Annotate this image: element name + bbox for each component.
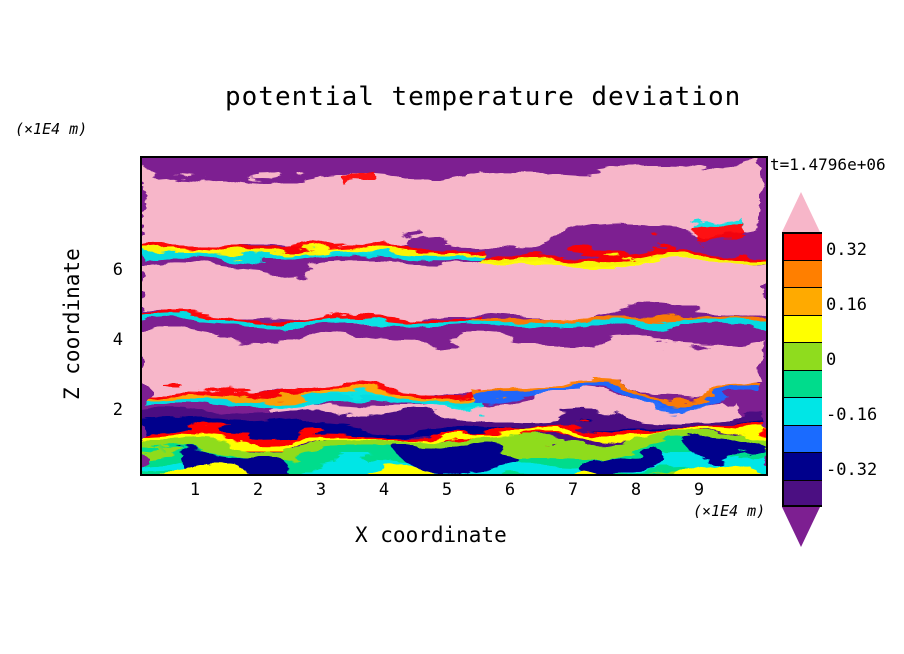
colorbar-label-0: 0 [826, 350, 836, 370]
colorbar-bottom-triangle [782, 507, 820, 547]
x-tick-5: 5 [437, 480, 457, 500]
colorbar-band-yellowgreen [784, 342, 822, 370]
colorbar-top-triangle [782, 192, 820, 232]
colorbar-band-springgreen [784, 370, 822, 398]
colorbar-label-neg016: -0.16 [826, 405, 877, 425]
timestamp-label: t=1.4796e+06 [770, 155, 886, 174]
x-tick-4: 4 [374, 480, 394, 500]
chart-title: potential temperature deviation [225, 82, 741, 112]
colorbar-band-orange [784, 287, 822, 315]
colorbar[interactable] [782, 192, 820, 547]
colorbar-band-yellow [784, 315, 822, 343]
plot-window: potential temperature deviation (×1E4 m)… [0, 0, 904, 654]
x-tick-2: 2 [248, 480, 268, 500]
colorbar-label-016: 0.16 [826, 295, 867, 315]
x-tick-3: 3 [311, 480, 331, 500]
colorbar-band-red [784, 232, 822, 260]
x-tick-8: 8 [626, 480, 646, 500]
x-tick-9: 9 [689, 480, 709, 500]
colorbar-band-cyan [784, 397, 822, 425]
x-tick-7: 7 [563, 480, 583, 500]
z-tick-6: 6 [95, 260, 123, 280]
x-tick-6: 6 [500, 480, 520, 500]
colorbar-band-navy [784, 452, 822, 480]
top-unit-label: (×1E4 m) [15, 120, 87, 138]
colorbar-band-darkpurple [784, 480, 822, 508]
z-tick-2: 2 [95, 400, 123, 420]
contour-plot[interactable] [140, 156, 768, 476]
colorbar-label-032: 0.32 [826, 240, 867, 260]
colorbar-label-neg032: -0.32 [826, 460, 877, 480]
colorbar-bands [782, 232, 820, 507]
x-axis-title: X coordinate [355, 523, 507, 547]
colorbar-band-orangered [784, 260, 822, 288]
z-axis-title: Z coordinate [60, 248, 84, 400]
colorbar-band-blue [784, 425, 822, 453]
x-axis-unit-label: (×1E4 m) [693, 502, 765, 520]
z-tick-4: 4 [95, 330, 123, 350]
x-tick-1: 1 [185, 480, 205, 500]
